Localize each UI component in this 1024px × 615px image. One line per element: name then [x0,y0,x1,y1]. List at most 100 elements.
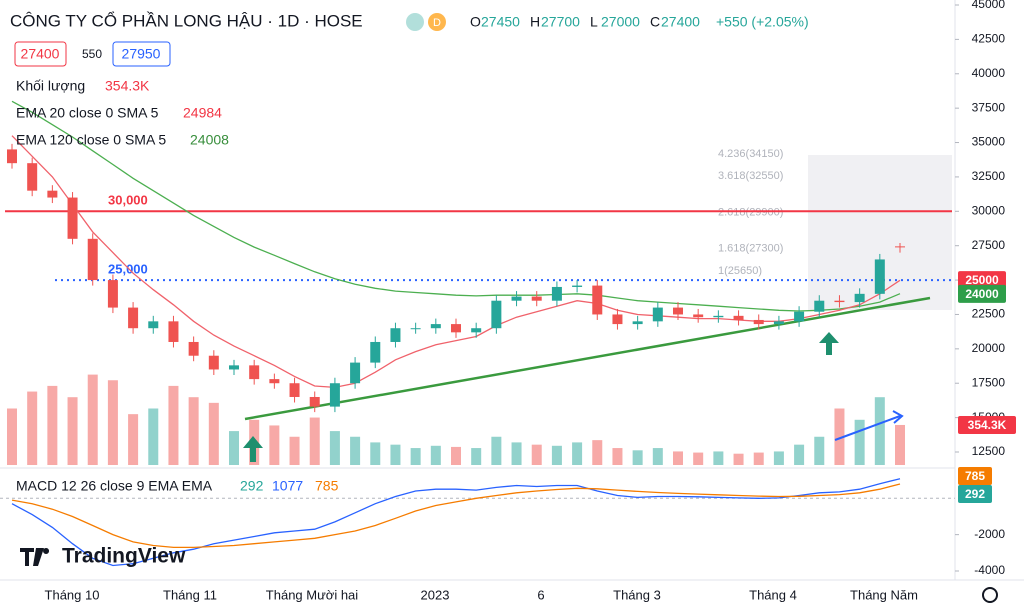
x-tick-label: 2023 [421,587,450,602]
ema120-value: 24008 [190,132,229,148]
y-tick-label: 27500 [972,238,1006,252]
price-badge [958,284,1006,303]
plot: 1250015000175002000022500250002750030000… [0,0,1016,602]
price-badge-label: 24000 [965,287,999,301]
settings-icon[interactable] [982,587,998,603]
volume-bar [27,391,38,465]
volume-title: Khối lượng [16,78,85,94]
macd-line [11,478,901,567]
candle-body [652,307,663,322]
volume-bar [471,448,482,465]
volume-bar [572,442,583,465]
volume-arrow-head [892,410,904,424]
ask[interactable]: 27950 [122,46,161,62]
y-tick-label: 20000 [972,341,1006,355]
volume-bar [329,431,340,465]
volume-bar [895,424,905,465]
ema120-line [11,100,901,312]
volume-bar [612,448,623,465]
candle-body [673,307,683,315]
candle-body [471,328,482,333]
fib-label: 2.618(29900) [718,207,783,219]
ohlc-value: 27400 [661,14,700,30]
candle-body [289,383,300,397]
volume-bar [229,431,239,465]
candle-body [713,315,724,318]
candle-body [309,396,320,407]
volume-bar [773,451,784,465]
candle-body [794,311,805,322]
candle-body [814,300,825,312]
volume-bar [370,442,381,465]
candle-body [249,365,260,380]
y-tick-label: 35000 [972,135,1006,149]
change: +550 (+2.05%) [716,14,809,30]
candle-body [895,246,905,248]
trendline [244,296,931,421]
fib-label: 3.618(32550) [718,170,783,182]
ohlc-value: 27000 [601,14,640,30]
ema20-line [11,135,901,389]
candle-body [168,321,179,342]
volume-bar [753,452,764,465]
y-tick-label: 30000 [972,203,1006,217]
candle-body [773,321,784,325]
volume-bar [188,397,199,465]
y-tick-label: 12500 [972,444,1006,458]
price-badge [958,271,1006,290]
ohlc-value: 27450 [481,14,520,30]
y-tick-label: 17500 [972,375,1006,389]
brand: TradingView [62,545,186,568]
ema20-value: 24984 [183,105,222,121]
volume-bar [693,452,704,465]
volume-bar [491,436,502,465]
candle-body [834,300,845,303]
x-tick-label: Tháng 10 [45,587,100,602]
ohlc-key: C [650,14,660,30]
volume-bar [208,402,219,465]
candle-body [7,149,17,164]
candle-body [511,296,522,301]
volume-bar [854,419,865,465]
candle-body [269,379,280,384]
candle-body [572,285,583,287]
volume-bar [128,414,139,465]
candle-body [854,293,865,303]
fib-label: 1.618(27300) [718,242,783,254]
volume-bar [67,397,78,465]
y-tick-label: 40000 [972,66,1006,80]
icon [406,13,424,31]
y-tick-label: 45000 [972,0,1006,11]
candle-body [491,300,502,329]
macd-badge [958,467,992,485]
x-tick-label: 6 [537,587,544,602]
ohlc-value: 27700 [541,14,580,30]
price-badge-label: 25000 [965,273,999,287]
y-tick-label: 37500 [972,100,1006,114]
candle-body [208,355,219,370]
brand-logo [20,548,50,566]
volume-bar [551,445,562,465]
candle-body [451,324,461,333]
candle-body [370,341,381,363]
macd-legend-value: 292 [240,478,264,494]
volume-bar [713,451,724,465]
macd-line [11,483,901,549]
bid[interactable]: 27400 [21,46,60,62]
candle-body [128,307,139,329]
ask-box[interactable] [112,41,171,67]
volume-bar [430,445,441,465]
bid-box[interactable] [14,41,67,67]
x-tick-label: Tháng 4 [749,587,797,602]
ema20-title: EMA 20 close 0 SMA 5 [16,105,159,121]
ohlc-key: L [590,14,598,30]
fib-label: 4.236(34150) [718,148,783,160]
volume-bar [874,397,885,465]
x-tick-label: Tháng 11 [163,587,217,602]
volume-bar [733,453,744,465]
volume-bar [309,417,320,465]
y-tick-label: 22500 [972,307,1006,321]
icon [428,13,446,31]
volume-bar [814,436,825,465]
